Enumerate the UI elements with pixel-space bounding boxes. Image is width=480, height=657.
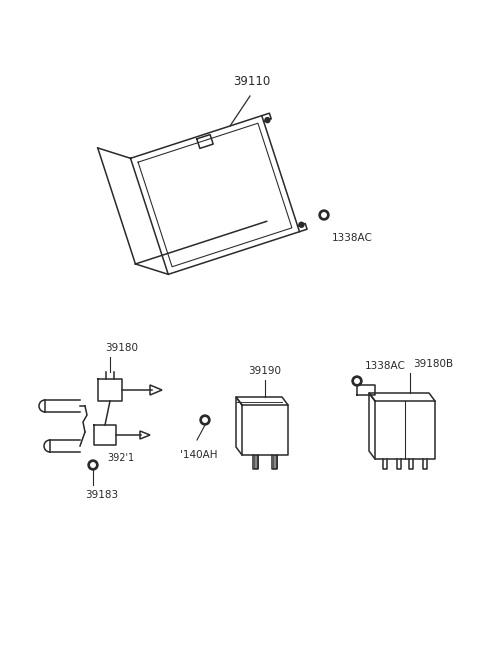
- Circle shape: [299, 222, 304, 227]
- Text: 39110: 39110: [233, 75, 271, 88]
- Text: 1338AC: 1338AC: [365, 361, 406, 371]
- Circle shape: [203, 418, 207, 422]
- Circle shape: [322, 213, 326, 217]
- Circle shape: [265, 118, 270, 123]
- Circle shape: [91, 463, 95, 467]
- Text: 39190: 39190: [249, 366, 281, 376]
- Polygon shape: [150, 385, 162, 395]
- Polygon shape: [253, 455, 257, 468]
- Text: 39183: 39183: [85, 490, 118, 500]
- Text: 392'1: 392'1: [107, 453, 134, 463]
- Circle shape: [319, 210, 329, 220]
- Circle shape: [352, 376, 362, 386]
- Text: 1338AC: 1338AC: [332, 233, 373, 243]
- Polygon shape: [140, 431, 150, 439]
- Text: 39180B: 39180B: [413, 359, 453, 369]
- Circle shape: [200, 415, 210, 425]
- Polygon shape: [273, 455, 276, 468]
- Text: 39180: 39180: [105, 343, 138, 353]
- Text: '140AH: '140AH: [180, 450, 217, 460]
- Circle shape: [88, 460, 98, 470]
- Circle shape: [355, 378, 359, 383]
